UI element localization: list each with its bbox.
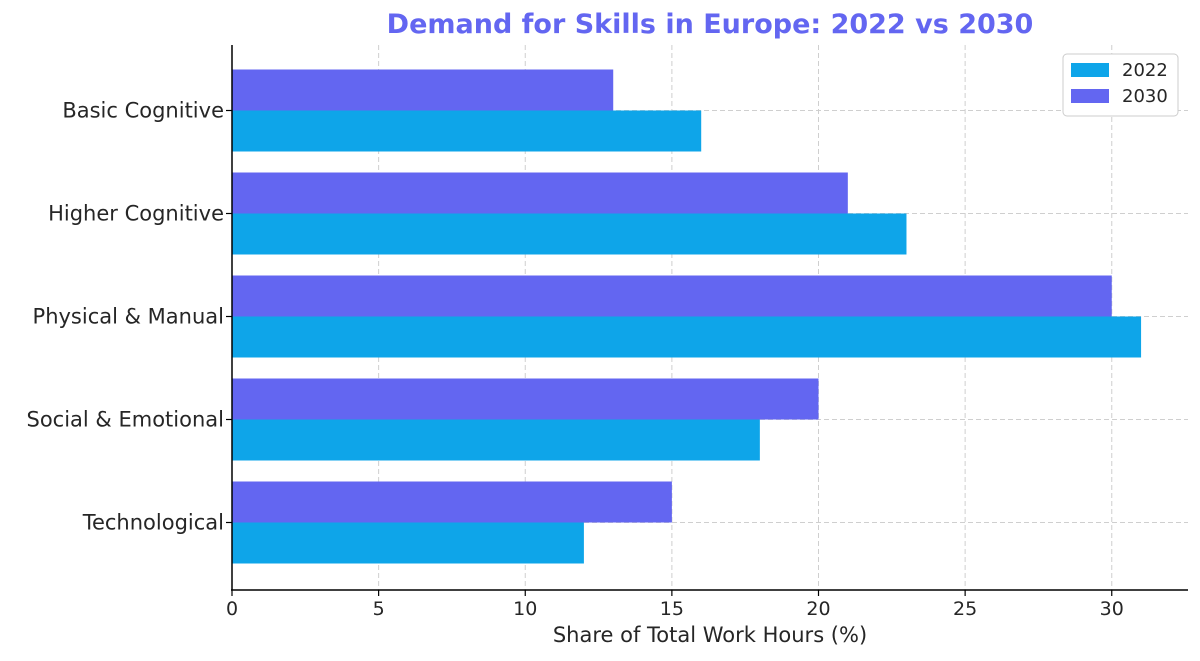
chart-title: Demand for Skills in Europe: 2022 vs 203…	[387, 9, 1034, 40]
category-label: Technological	[82, 511, 224, 535]
bar-2022	[232, 522, 584, 564]
bar-2030	[232, 275, 1112, 317]
legend-label-2022: 2022	[1122, 60, 1168, 81]
category-labels: Basic Cognitive Higher Cognitive Physical …	[27, 99, 232, 535]
x-tick-label: 20	[806, 598, 830, 620]
legend-swatch-2030	[1071, 89, 1109, 103]
legend-swatch-2022	[1071, 63, 1109, 77]
bars	[232, 69, 1142, 564]
bar-2022	[232, 419, 760, 461]
x-tick-label: 25	[953, 598, 977, 620]
bar-2030	[232, 378, 819, 420]
bar-2022	[232, 110, 702, 152]
bar-2030	[232, 481, 672, 523]
category-label: Social & Emotional	[27, 408, 225, 432]
axes	[231, 45, 1188, 591]
category-label: Basic Cognitive	[62, 99, 224, 123]
x-tick-label: 15	[660, 598, 684, 620]
x-tick-label: 5	[373, 598, 385, 620]
x-tick-label: 0	[226, 598, 238, 620]
category-label: Higher Cognitive	[48, 202, 224, 226]
bar-2022	[232, 213, 907, 255]
bar-2030	[232, 69, 614, 111]
category-label: Physical & Manual	[33, 305, 224, 329]
ticks: 0 5 10 15 20 25 30	[226, 590, 1124, 620]
x-axis-label: Share of Total Work Hours (%)	[553, 623, 867, 647]
legend: 2022 2030	[1062, 53, 1179, 117]
x-tick-label: 30	[1100, 598, 1124, 620]
legend-label-2030: 2030	[1122, 86, 1168, 107]
x-tick-label: 10	[513, 598, 537, 620]
bar-2022	[232, 316, 1142, 358]
bar-2030	[232, 172, 848, 214]
